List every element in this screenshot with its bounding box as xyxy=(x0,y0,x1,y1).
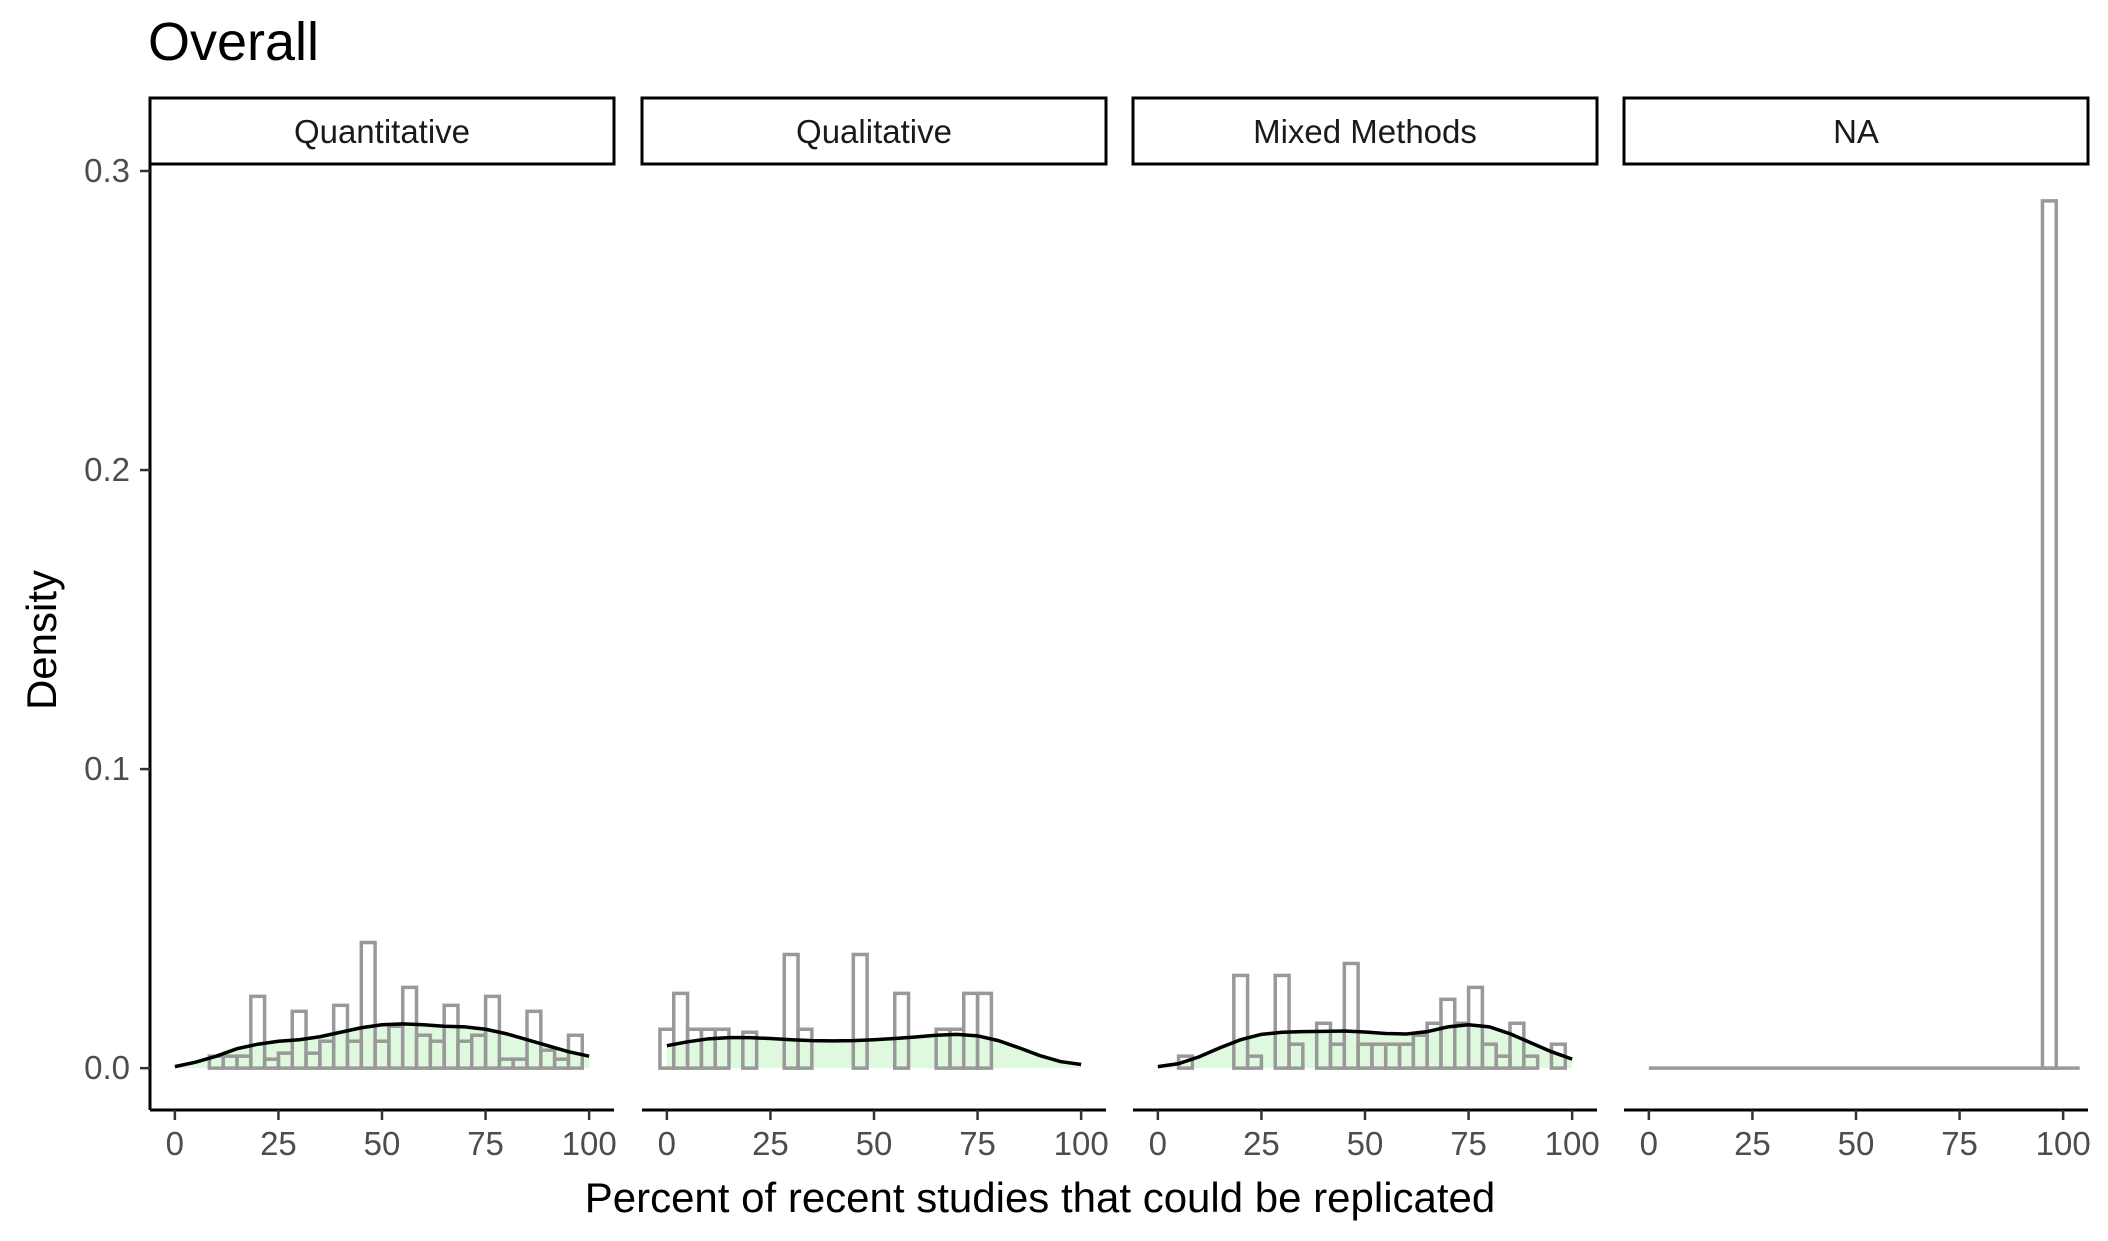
x-tick-label: 75 xyxy=(467,1125,504,1162)
histogram-bar xyxy=(1342,961,1360,1070)
histogram-bar xyxy=(975,991,994,1070)
facet-qualitative: Qualitative 0 25 50 75 100 xyxy=(640,96,1109,1162)
x-tick-label: 75 xyxy=(1941,1125,1978,1162)
facet-strip-label: Qualitative xyxy=(796,113,952,150)
facet-na: NA 0 25 50 75 100 xyxy=(1622,96,2091,1162)
density-curve xyxy=(174,1022,590,1069)
y-axis-title: Density xyxy=(18,570,65,710)
histogram-bar xyxy=(1522,1054,1540,1070)
x-tick-label: 0 xyxy=(1640,1125,1658,1162)
density-curve xyxy=(666,1032,1082,1067)
x-tick-label: 100 xyxy=(562,1125,617,1162)
histogram-bar xyxy=(892,991,911,1070)
histogram-bar xyxy=(1273,973,1291,1070)
x-tick-label: 75 xyxy=(1450,1125,1487,1162)
facet-strip xyxy=(1131,96,1599,166)
x-tick-label: 50 xyxy=(856,1125,893,1162)
histogram-bar xyxy=(442,1003,460,1070)
x-tick-label: 25 xyxy=(260,1125,297,1162)
x-tick-label: 75 xyxy=(959,1125,996,1162)
histogram-bar xyxy=(400,985,419,1070)
x-tick-label: 100 xyxy=(1054,1125,1109,1162)
facet-strip xyxy=(148,96,616,166)
x-tick-label: 50 xyxy=(1347,1125,1384,1162)
histogram-bar xyxy=(331,1003,350,1070)
histogram-bar xyxy=(851,952,869,1070)
x-tick-label: 100 xyxy=(2036,1125,2091,1162)
x-tick-label: 0 xyxy=(166,1125,184,1162)
histogram-bar xyxy=(1287,1042,1305,1070)
histogram-bar xyxy=(782,952,800,1070)
histogram-bar xyxy=(2040,199,2058,1070)
x-tick-label: 50 xyxy=(1838,1125,1875,1162)
facet-strip-label: Mixed Methods xyxy=(1253,113,1477,150)
histogram-bar xyxy=(249,994,267,1070)
histogram-bar xyxy=(1232,973,1250,1070)
histogram-bar xyxy=(359,940,377,1070)
y-tick-label: 0.1 xyxy=(84,750,130,787)
x-tick-label: 50 xyxy=(364,1125,401,1162)
x-tick-label: 25 xyxy=(752,1125,789,1162)
facet-strip xyxy=(640,96,1108,166)
facet-strip-label: Quantitative xyxy=(294,113,470,150)
histogram-bar xyxy=(741,1030,759,1070)
y-axis: 0.0 0.1 0.2 0.3 xyxy=(84,152,152,1110)
x-tick-label: 0 xyxy=(1149,1125,1167,1162)
histogram-bar xyxy=(1508,1021,1526,1070)
y-tick-label: 0.2 xyxy=(84,451,130,488)
histogram-bar xyxy=(1245,1054,1264,1070)
y-tick-label: 0.3 xyxy=(84,152,130,189)
histogram-bar xyxy=(796,1027,814,1070)
histogram-bar xyxy=(713,1027,731,1070)
y-tick-label: 0.0 xyxy=(84,1049,130,1086)
facet-quantitative: Quantitative 0 25 50 75 100 xyxy=(148,96,617,1162)
x-tick-label: 25 xyxy=(1243,1125,1280,1162)
x-tick-label: 25 xyxy=(1734,1125,1771,1162)
facet-strip-label: NA xyxy=(1833,113,1879,150)
facet-mixed-methods: Mixed Methods 0 25 50 75 100 xyxy=(1131,96,1600,1162)
facet-strip xyxy=(1622,96,2090,166)
x-tick-label: 0 xyxy=(658,1125,676,1162)
x-axis-title: Percent of recent studies that could be … xyxy=(585,1174,1496,1221)
x-tick-label: 100 xyxy=(1545,1125,1600,1162)
chart-title: Overall xyxy=(148,12,319,72)
density-curve xyxy=(1157,1023,1573,1069)
facet-panels: Quantitative 0 25 50 75 100 Qualitative 0 25 50 75… xyxy=(148,96,2091,1162)
